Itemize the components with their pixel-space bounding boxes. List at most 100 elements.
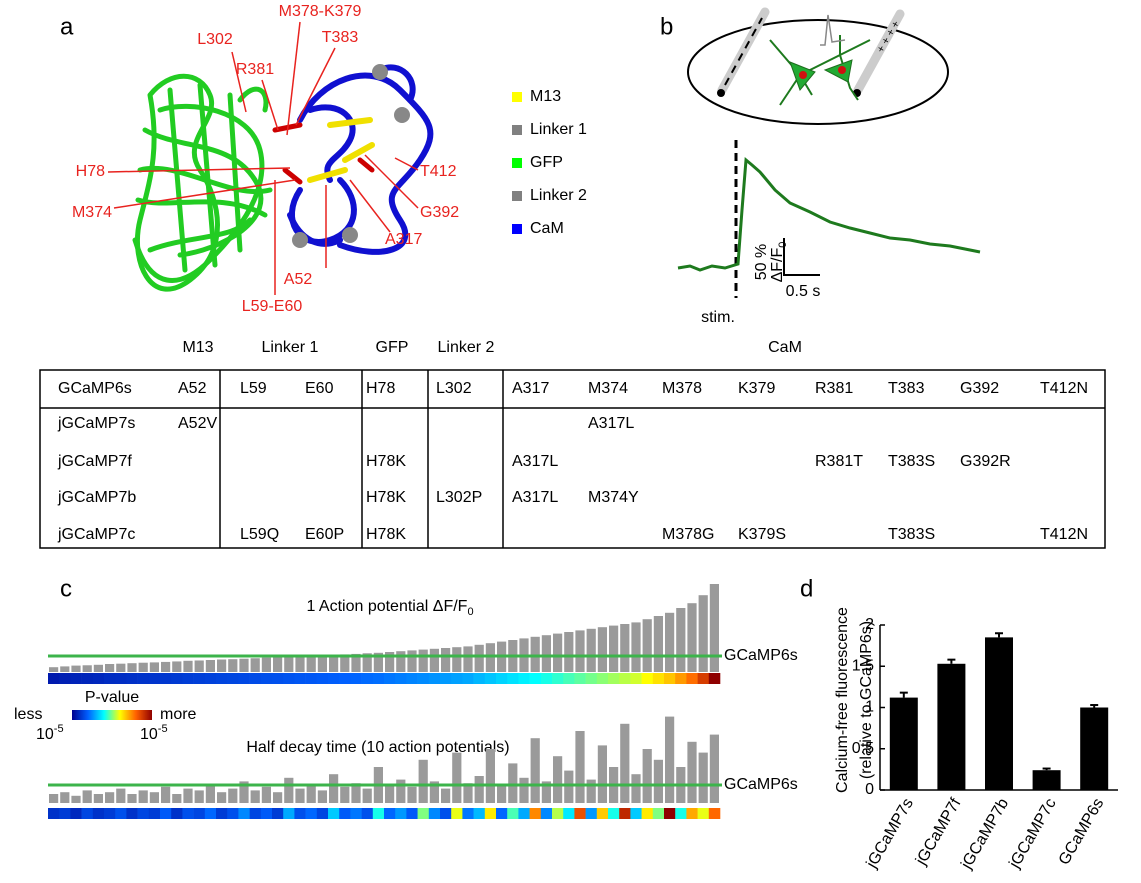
group-header: M13 <box>182 339 213 356</box>
table-cell: jGCaMP7s <box>57 415 135 432</box>
heatmap-cell <box>708 673 721 684</box>
heatmap-cell <box>260 808 273 819</box>
bar <box>306 656 316 672</box>
heatmap-cell <box>361 808 374 819</box>
bar <box>653 759 663 803</box>
bar <box>564 632 574 672</box>
bar <box>620 624 630 672</box>
bar <box>564 770 574 803</box>
bar <box>295 656 305 672</box>
bar <box>620 723 630 803</box>
heatmap-cell <box>193 808 206 819</box>
heatmap-cell <box>473 808 486 819</box>
heatmap-cell <box>372 808 385 819</box>
heatmap-cell <box>619 808 631 819</box>
bar <box>575 731 585 803</box>
bar <box>149 662 159 672</box>
heatmap-cell <box>417 673 430 684</box>
heatmap-cell <box>484 673 497 684</box>
bar <box>239 781 249 803</box>
residue-label: G392 <box>420 204 459 221</box>
heatmap-cell <box>92 673 105 684</box>
panel-label: a <box>60 13 74 40</box>
heatmap-cell <box>204 808 217 819</box>
heatmap-cell <box>529 673 542 684</box>
y-tick-label: 2 <box>865 616 874 633</box>
bar <box>642 619 652 672</box>
heatmap-cell <box>148 808 161 819</box>
legend-swatch <box>512 125 522 135</box>
heatmap-cell <box>204 673 217 684</box>
heatmap-cell <box>137 673 150 684</box>
residue-label: L302 <box>197 31 233 48</box>
heatmap-cell <box>115 808 127 819</box>
bar <box>116 663 126 672</box>
legend-swatch <box>512 158 522 168</box>
heatmap-cell <box>104 673 116 684</box>
bar <box>889 697 918 790</box>
heatmap-cell <box>227 673 239 684</box>
table-cell: L302 <box>436 380 472 397</box>
heatmap-cell <box>48 808 60 819</box>
bar <box>418 759 428 803</box>
table-cell: T383S <box>888 526 935 543</box>
heatmap-cell <box>160 808 172 819</box>
bar <box>340 654 350 672</box>
bar <box>329 774 339 803</box>
bar <box>205 660 215 672</box>
bar <box>985 637 1013 790</box>
heatmap-cell <box>563 808 575 819</box>
bar <box>429 648 439 672</box>
pvalue-high-exp: 10-5 <box>140 723 168 743</box>
heatmap-cell <box>507 673 519 684</box>
table-cell: G392 <box>960 380 999 397</box>
pvalue-low-exp-base: 10 <box>36 726 54 743</box>
heatmap-cell <box>574 808 586 819</box>
heatmap-cell <box>608 673 620 684</box>
bar <box>631 622 641 672</box>
legend-label: CaM <box>530 220 564 237</box>
table-cell: A317L <box>512 489 558 506</box>
heatmap-cell <box>238 808 250 819</box>
heatmap-cell <box>283 808 295 819</box>
heatmap-cell <box>596 673 609 684</box>
bar <box>329 655 339 672</box>
bar <box>396 779 406 803</box>
table-cell: K379 <box>738 380 775 397</box>
heatmap-cell <box>630 673 642 684</box>
leader-line <box>286 21 301 136</box>
table-cell: jGCaMP7c <box>57 526 135 543</box>
heatmap-cell <box>272 673 284 684</box>
bar <box>127 794 137 803</box>
heatmap-cell <box>540 808 553 819</box>
bar <box>239 658 249 672</box>
x-tick-label: jGCaMP7c <box>1006 796 1060 872</box>
heatmap-cell <box>406 808 418 819</box>
chart-title-base: 1 Action potential ΔF/F <box>306 598 467 615</box>
bar <box>441 648 451 672</box>
bar <box>553 756 563 803</box>
bar <box>194 790 204 803</box>
table-cell: jGCaMP7f <box>57 453 132 470</box>
bar <box>161 786 171 803</box>
y-tick-label: 0.5 <box>852 740 874 757</box>
heatmap-cell <box>540 673 553 684</box>
bar <box>362 653 372 672</box>
bar <box>228 788 238 803</box>
bar <box>937 663 966 790</box>
table-cell: A317 <box>512 380 549 397</box>
bar <box>687 741 697 803</box>
heatmap-cell <box>328 673 340 684</box>
heatmap-cell <box>59 673 71 684</box>
x-tick-label: GCaMP6s <box>1056 796 1108 868</box>
heatmap-cell <box>182 673 194 684</box>
bar <box>60 666 70 672</box>
bar <box>631 774 641 803</box>
bar <box>553 633 563 672</box>
bar <box>709 734 719 803</box>
table-cell: T383 <box>888 380 925 397</box>
heatmap-cell <box>518 673 530 684</box>
x-tick-label: jGCaMP7s <box>863 796 917 872</box>
bar <box>71 665 81 672</box>
bar <box>183 660 193 672</box>
